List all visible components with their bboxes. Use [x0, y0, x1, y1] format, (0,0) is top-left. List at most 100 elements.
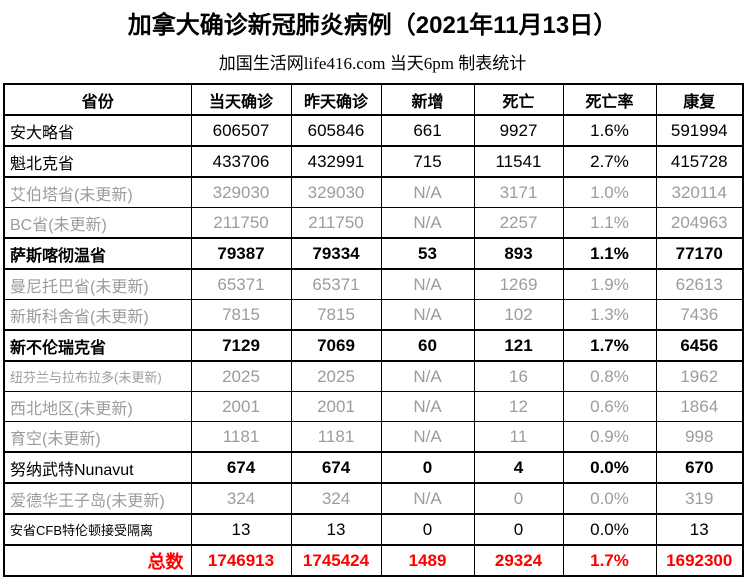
- new-cases: N/A: [380, 207, 475, 239]
- total-label: 总数: [3, 544, 192, 577]
- death-rate: 1.1%: [562, 237, 657, 270]
- today-confirmed: 329030: [190, 176, 292, 208]
- deaths: 4: [473, 451, 564, 484]
- table-row-total: 总数 1746913 1745424 1489 29324 1.7% 16923…: [3, 544, 744, 577]
- table-row-newfoundland: 纽芬兰与拉布拉多(未更新) 2025 2025 N/A 16 0.8% 1962: [3, 360, 744, 392]
- total-recovered: 1692300: [655, 544, 744, 577]
- province-name: 魁北克省: [3, 145, 192, 178]
- new-cases: 661: [380, 114, 475, 147]
- table-row-alberta: 艾伯塔省(未更新) 329030 329030 N/A 3171 1.0% 32…: [3, 176, 744, 208]
- new-cases: 0: [380, 451, 475, 484]
- death-rate: 1.3%: [562, 299, 657, 331]
- recovered: 13: [655, 513, 744, 546]
- table-row-northwest-territories: 西北地区(未更新) 2001 2001 N/A 12 0.6% 1864: [3, 391, 744, 422]
- header-deaths: 死亡: [473, 83, 564, 116]
- table-row-quebec: 魁北克省 433706 432991 715 11541 2.7% 415728: [3, 145, 744, 178]
- yesterday-confirmed: 7815: [290, 299, 382, 331]
- total-yesterday-confirmed: 1745424: [290, 544, 382, 577]
- table-row-ontario: 安大略省 606507 605846 661 9927 1.6% 591994: [3, 114, 744, 147]
- deaths: 11541: [473, 145, 564, 178]
- today-confirmed: 674: [190, 451, 292, 484]
- table-row-nova-scotia: 新斯科舍省(未更新) 7815 7815 N/A 102 1.3% 7436: [3, 299, 744, 331]
- province-name: 育空(未更新): [3, 421, 192, 453]
- deaths: 102: [473, 299, 564, 331]
- province-name: 安大略省: [3, 114, 192, 147]
- recovered: 591994: [655, 114, 744, 147]
- yesterday-confirmed: 79334: [290, 237, 382, 270]
- recovered: 6456: [655, 329, 744, 362]
- yesterday-confirmed: 324: [290, 482, 382, 515]
- covid-stats-table: 省份 当天确诊 昨天确诊 新增 死亡 死亡率 康复 安大略省 606507 60…: [3, 83, 744, 577]
- recovered: 670: [655, 451, 744, 484]
- recovered: 415728: [655, 145, 744, 178]
- total-today-confirmed: 1746913: [190, 544, 292, 577]
- death-rate: 2.7%: [562, 145, 657, 178]
- yesterday-confirmed: 605846: [290, 114, 382, 147]
- recovered: 320114: [655, 176, 744, 208]
- yesterday-confirmed: 329030: [290, 176, 382, 208]
- province-name: 新不伦瑞克省: [3, 329, 192, 362]
- province-name: 安省CFB特伦顿接受隔离: [3, 513, 192, 546]
- today-confirmed: 606507: [190, 114, 292, 147]
- new-cases: N/A: [380, 268, 475, 300]
- table-row-saskatchewan: 萨斯喀彻温省 79387 79334 53 893 1.1% 77170: [3, 237, 744, 270]
- header-today-confirmed: 当天确诊: [190, 83, 292, 116]
- page-subtitle: 加国生活网life416.com 当天6pm 制表统计: [218, 54, 527, 73]
- table-row-yukon: 育空(未更新) 1181 1181 N/A 11 0.9% 998: [3, 421, 744, 453]
- page-title: 加拿大确诊新冠肺炎病例（2021年11月13日）: [127, 12, 618, 39]
- recovered: 77170: [655, 237, 744, 270]
- recovered: 204963: [655, 207, 744, 239]
- province-name: 努纳武特Nunavut: [3, 451, 192, 484]
- province-name: 曼尼托巴省(未更新): [3, 268, 192, 300]
- today-confirmed: 65371: [190, 268, 292, 300]
- death-rate: 1.0%: [562, 176, 657, 208]
- table-row-cfb-trenton: 安省CFB特伦顿接受隔离 13 13 0 0 0.0% 13: [3, 513, 744, 546]
- death-rate: 1.9%: [562, 268, 657, 300]
- death-rate: 1.1%: [562, 207, 657, 239]
- yesterday-confirmed: 2025: [290, 360, 382, 392]
- table-row-new-brunswick: 新不伦瑞克省 7129 7069 60 121 1.7% 6456: [3, 329, 744, 362]
- deaths: 9927: [473, 114, 564, 147]
- deaths: 3171: [473, 176, 564, 208]
- recovered: 7436: [655, 299, 744, 331]
- table-row-pei: 爱德华王子岛(未更新) 324 324 N/A 0 0.0% 319: [3, 482, 744, 515]
- death-rate: 0.6%: [562, 391, 657, 422]
- deaths: 0: [473, 482, 564, 515]
- today-confirmed: 2025: [190, 360, 292, 392]
- deaths: 893: [473, 237, 564, 270]
- today-confirmed: 433706: [190, 145, 292, 178]
- new-cases: N/A: [380, 299, 475, 331]
- header-death-rate: 死亡率: [562, 83, 657, 116]
- death-rate: 0.0%: [562, 451, 657, 484]
- table-row-nunavut: 努纳武特Nunavut 674 674 0 4 0.0% 670: [3, 451, 744, 484]
- today-confirmed: 79387: [190, 237, 292, 270]
- total-death-rate: 1.7%: [562, 544, 657, 577]
- new-cases: 53: [380, 237, 475, 270]
- recovered: 62613: [655, 268, 744, 300]
- province-name: 爱德华王子岛(未更新): [3, 482, 192, 515]
- deaths: 2257: [473, 207, 564, 239]
- province-name: 艾伯塔省(未更新): [3, 176, 192, 208]
- deaths: 16: [473, 360, 564, 392]
- header-row: 省份 当天确诊 昨天确诊 新增 死亡 死亡率 康复: [3, 83, 744, 116]
- new-cases: N/A: [380, 421, 475, 453]
- deaths: 0: [473, 513, 564, 546]
- today-confirmed: 211750: [190, 207, 292, 239]
- province-name: 萨斯喀彻温省: [3, 237, 192, 270]
- today-confirmed: 2001: [190, 391, 292, 422]
- header-recovered: 康复: [655, 83, 744, 116]
- yesterday-confirmed: 13: [290, 513, 382, 546]
- header-yesterday-confirmed: 昨天确诊: [290, 83, 382, 116]
- new-cases: 60: [380, 329, 475, 362]
- today-confirmed: 1181: [190, 421, 292, 453]
- total-deaths: 29324: [473, 544, 564, 577]
- header-province: 省份: [3, 83, 192, 116]
- death-rate: 0.0%: [562, 513, 657, 546]
- yesterday-confirmed: 211750: [290, 207, 382, 239]
- yesterday-confirmed: 7069: [290, 329, 382, 362]
- table-row-bc: BC省(未更新) 211750 211750 N/A 2257 1.1% 204…: [3, 207, 744, 239]
- new-cases: 715: [380, 145, 475, 178]
- death-rate: 0.9%: [562, 421, 657, 453]
- death-rate: 1.6%: [562, 114, 657, 147]
- yesterday-confirmed: 432991: [290, 145, 382, 178]
